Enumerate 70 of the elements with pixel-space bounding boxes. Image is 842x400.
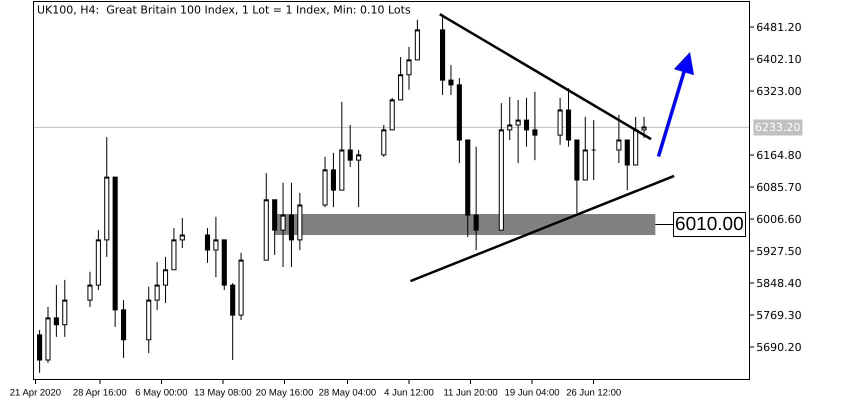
candlestick — [120, 300, 126, 358]
candlestick — [624, 139, 630, 191]
candlestick — [516, 99, 521, 164]
band-label: 6010.00 — [675, 214, 744, 235]
candlestick — [524, 97, 530, 148]
candlestick — [96, 230, 101, 291]
candlestick — [330, 152, 336, 208]
candlestick — [558, 97, 563, 146]
ref-line-label: 6233.20 — [755, 121, 800, 134]
candlestick — [238, 252, 244, 320]
x-tick-label: 13 May 08:00 — [194, 387, 252, 398]
candlestick — [280, 182, 286, 268]
candlestick — [180, 218, 185, 248]
candlestick — [398, 56, 404, 100]
x-tick-label: 6 May 00:00 — [135, 387, 188, 398]
y-tick-label: 5690.20 — [756, 340, 802, 354]
y-tick-label: 6006.60 — [756, 212, 802, 226]
candlestick — [297, 192, 302, 250]
candlestick — [54, 284, 59, 338]
candlestick — [356, 150, 362, 208]
candlestick — [45, 306, 51, 364]
y-tick-label: 5769.30 — [756, 308, 802, 322]
candlestick — [62, 279, 68, 338]
candlestick — [582, 116, 588, 180]
y-tick-label: 6323.00 — [756, 84, 802, 98]
candlestick — [264, 172, 269, 261]
candlestick — [112, 176, 118, 328]
candlestick — [322, 156, 328, 208]
candlestick — [171, 228, 176, 270]
chart-title: UK100, H4: Great Britain 100 Index, 1 Lot = 1 Index, Min: 0.10 Lots — [37, 4, 411, 17]
candlestick — [288, 182, 294, 268]
candlestick — [146, 286, 152, 354]
candlestick — [591, 120, 596, 180]
candlestick — [204, 228, 210, 264]
candlestick — [498, 102, 504, 231]
candlestick — [272, 199, 278, 256]
candlestick — [37, 330, 42, 374]
candlestick — [381, 124, 386, 158]
y-tick-label: 6164.80 — [756, 148, 802, 162]
y-tick-label: 5927.50 — [756, 244, 802, 258]
candlestick — [162, 256, 168, 304]
candlestick — [348, 124, 353, 168]
candlestick — [507, 96, 512, 140]
candlestick — [222, 239, 227, 291]
candlestick — [406, 46, 412, 90]
y-tick-label: 6085.70 — [756, 180, 802, 194]
x-tick-label: 21 Apr 2020 — [10, 387, 62, 398]
candlestick — [414, 19, 420, 60]
candlestick — [339, 101, 344, 191]
candlestick — [87, 271, 93, 308]
candlestick — [465, 139, 470, 238]
candlestick — [213, 216, 218, 278]
candlestick — [474, 146, 479, 250]
x-tick-label: 20 May 16:00 — [256, 387, 314, 398]
y-tick-label: 5848.40 — [756, 276, 802, 290]
x-tick-label: 4 Jun 12:00 — [384, 387, 434, 398]
candlestick — [456, 78, 462, 164]
candlestick — [230, 282, 236, 360]
x-tick-label: 26 Jun 12:00 — [566, 387, 622, 398]
candlestick — [154, 262, 160, 310]
y-tick-label: 6402.10 — [756, 52, 802, 66]
candlestick — [532, 91, 538, 161]
candlestick — [390, 97, 395, 130]
x-tick-label: 11 Jun 20:00 — [443, 387, 498, 398]
candlestick — [104, 136, 110, 258]
x-tick-label: 28 Apr 16:00 — [72, 387, 127, 398]
candlestick — [448, 64, 454, 96]
x-tick-label: 19 Jun 04:00 — [504, 387, 560, 398]
x-tick-label: 28 May 04:00 — [318, 387, 376, 398]
y-tick-label: 6481.20 — [756, 20, 802, 34]
